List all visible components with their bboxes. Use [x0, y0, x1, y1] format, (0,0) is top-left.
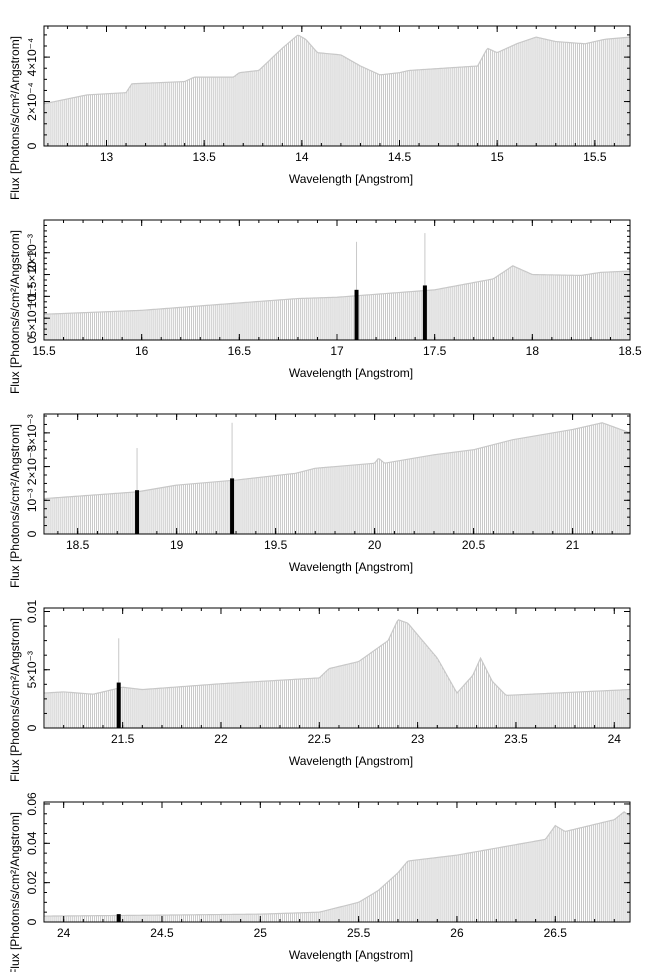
y-axis-label: Flux [Photons/s/cm²/Angstrom] [8, 812, 22, 972]
plot-frame [43, 801, 631, 923]
spectrum-envelope [43, 811, 631, 917]
y-tick-label: 0 [25, 918, 39, 925]
spectrum-bars [43, 620, 629, 728]
y-axis-label: Flux [Photons/s/cm²/Angstrom] [8, 230, 22, 394]
x-tick-label: 18.5 [618, 344, 642, 358]
spectrum-envelope [43, 34, 631, 105]
x-tick-label: 25 [254, 926, 268, 940]
x-tick-label: 19.5 [264, 538, 288, 552]
x-tick-label: 22.5 [308, 732, 332, 746]
x-tick-label: 25.5 [347, 926, 371, 940]
plot-frame [43, 25, 631, 147]
strong-line-bar [116, 914, 121, 922]
y-tick-label: 0.02 [25, 871, 39, 895]
chart-panel-3: 18.5 19 19.5 20 20.5 21 0 10⁻³ 2×10⁻³3×10⁻³ Wavel… [8, 413, 631, 588]
y-tick-label: 2×10⁻⁴ [25, 82, 39, 121]
x-tick-label: 13.5 [192, 150, 216, 164]
plot-frame [43, 413, 631, 535]
spectrum-envelope [43, 619, 631, 696]
y-tick-label: 0 [25, 530, 39, 537]
x-tick-label: 13 [100, 150, 114, 164]
y-tick-label: 3×10⁻³ [25, 414, 39, 451]
strong-line-bar [354, 289, 359, 340]
x-tick-label: 24 [608, 732, 622, 746]
spectrum-envelope [43, 265, 631, 315]
y-axis-label: Flux [Photons/s/cm²/Angstrom] [8, 424, 22, 588]
y-tick-label: 0.06 [25, 792, 39, 816]
x-tick-label: 22 [214, 732, 228, 746]
y-tick-label: 1.5×10⁻³ [25, 251, 39, 298]
x-tick-label: 14.5 [388, 150, 412, 164]
x-tick-label: 21 [566, 538, 580, 552]
chart-panel-2: 15.5 16 16.5 17 17.5 18 18.5 05×10⁻⁴10⁻³1.5×10⁻… [8, 219, 642, 394]
x-axis-label: Wavelength [Angstrom] [289, 366, 413, 380]
y-tick-label: 10⁻³ [25, 488, 39, 512]
spectrum-bars [43, 35, 629, 146]
x-tick-label: 18 [526, 344, 540, 358]
y-tick-label: 2×10⁻³ [25, 448, 39, 485]
y-tick-label: 5×10⁻⁴ [25, 299, 39, 338]
y-tick-label: 2×10⁻³ [25, 234, 39, 271]
x-tick-label: 20.5 [462, 538, 486, 552]
strong-line-bar [230, 478, 235, 534]
y-tick-label: 0 [25, 724, 39, 731]
x-tick-label: 21.5 [111, 732, 135, 746]
x-tick-label: 24 [57, 926, 71, 940]
y-axis-label: Flux [Photons/s/cm²/Angstrom] [8, 618, 22, 782]
x-axis-label: Wavelength [Angstrom] [289, 948, 413, 962]
y-tick-label: 4×10⁻⁴ [25, 38, 39, 77]
spectrum-bars [43, 265, 631, 340]
spectrum-bars [43, 422, 629, 534]
strong-line-bar [135, 490, 140, 534]
x-axis-label: Wavelength [Angstrom] [289, 754, 413, 768]
x-tick-label: 23.5 [504, 732, 528, 746]
x-tick-label: 18.5 [66, 538, 90, 552]
y-axis-label: Flux [Photons/s/cm²/Angstrom] [8, 36, 22, 200]
y-tick-label: 0.04 [25, 831, 39, 855]
chart-panel-4: 21.5 22 22.5 23 23.5 24 0 5×10⁻³ 0.01 Wavelength … [8, 599, 631, 782]
spectrum-envelope [43, 422, 631, 500]
y-tick-label: 10⁻³ [25, 285, 39, 309]
spectrum-bars [43, 811, 629, 922]
x-tick-label: 15.5 [583, 150, 607, 164]
chart-panel-5: 24 24.5 25 25.5 26 26.5 0 0.02 0.04 0.06 Wavelengt… [8, 792, 631, 972]
x-tick-label: 17.5 [423, 344, 447, 358]
x-tick-label: 15 [490, 150, 504, 164]
y-tick-label: 0 [25, 336, 39, 343]
x-tick-label: 17 [330, 344, 344, 358]
x-axis-label: Wavelength [Angstrom] [289, 172, 413, 186]
x-tick-label: 14 [295, 150, 309, 164]
x-tick-label: 20 [368, 538, 382, 552]
strong-line-bar [422, 285, 427, 340]
x-tick-label: 24.5 [150, 926, 174, 940]
x-tick-label: 19 [170, 538, 184, 552]
x-tick-label: 16 [135, 344, 149, 358]
x-tick-label: 26 [450, 926, 464, 940]
chart-panel-1: 13 13.5 14 14.5 15 15.5 0 2×10⁻⁴ 4×10⁻⁴ Wavelengt… [8, 25, 631, 200]
x-tick-label: 26.5 [544, 926, 568, 940]
y-tick-label: 0.01 [25, 599, 39, 623]
x-tick-label: 23 [411, 732, 425, 746]
y-tick-label: 5×10⁻³ [25, 651, 39, 688]
x-tick-label: 15.5 [32, 344, 56, 358]
y-tick-label: 0 [25, 142, 39, 149]
plot-frame [43, 607, 631, 729]
strong-line-bar [116, 682, 121, 728]
x-axis-label: Wavelength [Angstrom] [289, 560, 413, 574]
x-tick-label: 16.5 [228, 344, 252, 358]
